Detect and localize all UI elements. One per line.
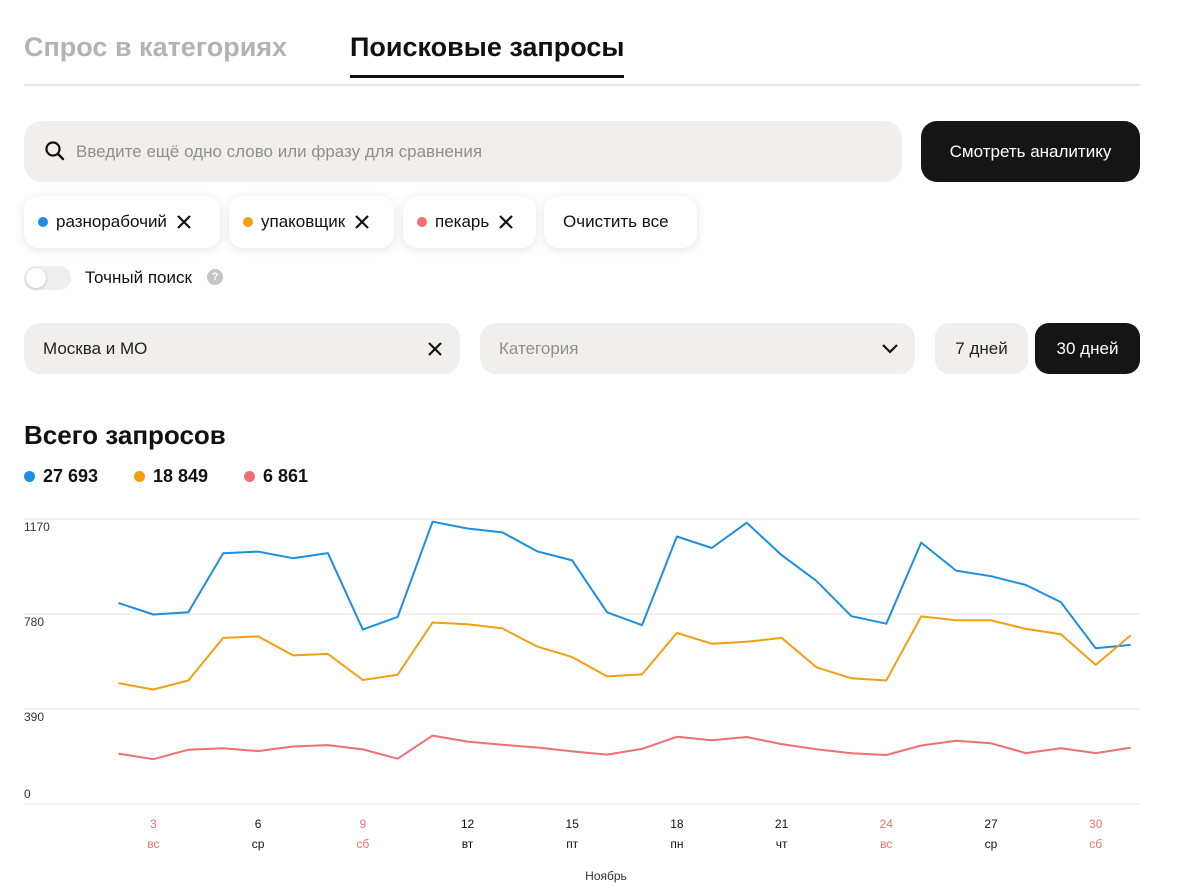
period-30-days-button[interactable]: 30 дней	[1035, 323, 1140, 374]
close-icon[interactable]	[175, 213, 193, 231]
x-tick-day: 18	[670, 817, 684, 831]
help-icon[interactable]: ?	[207, 269, 223, 285]
series-line-2	[118, 615, 1132, 691]
category-select[interactable]: Категория	[480, 323, 915, 374]
x-tick-weekday: ср	[985, 837, 998, 851]
x-tick-day: 6	[255, 817, 262, 831]
x-axis-label: Ноябрь	[585, 869, 627, 883]
x-tick-day: 27	[984, 817, 998, 831]
requests-line-chart: 1170 780 390 0 3 вс 6 ср 9 сб 12 вт 15 пт 18 пн 21 чт 24 в…	[24, 518, 1140, 883]
x-tick-weekday: пн	[670, 837, 683, 851]
x-tick-weekday: вт	[462, 837, 474, 851]
series-color-dot	[134, 471, 145, 482]
search-icon	[45, 141, 65, 161]
series-line-1	[118, 520, 1131, 650]
chart-x-axis: 3 вс 6 ср 9 сб 12 вт 15 пт 18 пн 21 чт 24 вс 27 ср 30 сб Ноя…	[147, 817, 1102, 883]
toggle-knob	[26, 268, 46, 288]
series-color-dot	[417, 217, 427, 227]
series-color-dot	[38, 217, 48, 227]
x-tick-weekday: сб	[1089, 837, 1102, 851]
x-tick-day: 15	[566, 817, 580, 831]
series-color-dot	[243, 217, 253, 227]
chip-label: пекарь	[435, 212, 490, 231]
exact-search-label: Точный поиск	[85, 268, 192, 287]
x-tick-day: 9	[359, 817, 366, 831]
series-color-dot	[244, 471, 255, 482]
total-value: 18 849	[153, 466, 209, 486]
tab-search-queries[interactable]: Поисковые запросы	[350, 32, 625, 78]
x-tick-day: 30	[1089, 817, 1103, 831]
close-icon[interactable]	[353, 213, 371, 231]
y-tick-label: 780	[24, 615, 44, 629]
x-tick-day: 21	[775, 817, 789, 831]
close-icon[interactable]	[426, 340, 444, 358]
exact-search-toggle[interactable]	[24, 266, 71, 290]
view-analytics-button[interactable]: Смотреть аналитику	[921, 121, 1140, 182]
chart-series	[118, 520, 1132, 761]
series-color-dot	[24, 471, 35, 482]
x-tick-day: 3	[150, 817, 157, 831]
x-tick-weekday: вс	[147, 837, 159, 851]
total-requests-title: Всего запросов	[24, 420, 226, 450]
tab-bar: Спрос в категориях Поисковые запросы	[24, 24, 1140, 86]
chip-term-3[interactable]: пекарь	[403, 196, 536, 248]
y-tick-label: 1170	[24, 520, 50, 534]
chip-label: упаковщик	[261, 212, 346, 231]
total-value: 27 693	[43, 466, 99, 486]
chip-label: разнорабочий	[56, 212, 167, 231]
clear-all-button[interactable]: Очистить все	[544, 196, 697, 248]
series-line-3	[118, 734, 1131, 761]
x-tick-weekday: чт	[776, 837, 788, 851]
x-tick-weekday: вс	[880, 837, 892, 851]
chip-term-2[interactable]: упаковщик	[229, 196, 394, 248]
chevron-down-icon	[882, 344, 898, 354]
legend-total-1: 27 693	[24, 466, 98, 487]
x-tick-day: 12	[461, 817, 475, 831]
x-tick-weekday: пт	[566, 837, 578, 851]
chart-grid: 1170 780 390 0	[24, 518, 1140, 805]
legend-total-2: 18 849	[134, 466, 208, 487]
y-tick-label: 0	[24, 787, 31, 801]
category-placeholder: Категория	[499, 339, 579, 358]
search-placeholder: Введите ещё одно слово или фразу для сра…	[76, 142, 483, 161]
region-value: Москва и МО	[43, 339, 148, 358]
x-tick-day: 24	[880, 817, 894, 831]
y-tick-label: 390	[24, 710, 44, 724]
x-tick-weekday: сб	[356, 837, 369, 851]
region-field[interactable]: Москва и МО	[24, 323, 460, 374]
period-7-days-button[interactable]: 7 дней	[935, 323, 1028, 374]
legend-total-3: 6 861	[244, 466, 308, 487]
tab-category-demand[interactable]: Спрос в категориях	[24, 32, 288, 62]
x-tick-weekday: ср	[252, 837, 265, 851]
close-icon[interactable]	[497, 213, 515, 231]
chip-term-1[interactable]: разнорабочий	[24, 196, 220, 248]
total-value: 6 861	[263, 466, 309, 486]
search-input[interactable]: Введите ещё одно слово или фразу для сра…	[24, 121, 902, 182]
